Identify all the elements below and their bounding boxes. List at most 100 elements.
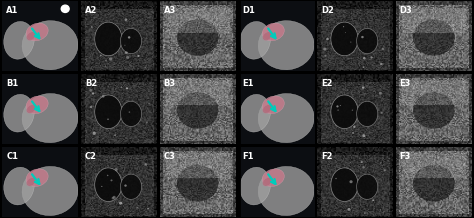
Circle shape [107, 175, 109, 176]
Circle shape [105, 60, 107, 61]
Ellipse shape [4, 167, 34, 205]
Circle shape [362, 87, 365, 89]
Circle shape [119, 202, 122, 204]
Circle shape [363, 57, 365, 60]
Circle shape [361, 36, 364, 38]
Circle shape [324, 55, 327, 57]
Ellipse shape [26, 23, 48, 41]
Circle shape [380, 163, 381, 164]
Ellipse shape [263, 178, 272, 186]
Text: C1: C1 [6, 152, 18, 161]
Circle shape [125, 51, 128, 54]
Text: F2: F2 [321, 152, 333, 161]
Text: E3: E3 [400, 79, 411, 88]
Circle shape [350, 41, 351, 43]
Circle shape [362, 166, 365, 169]
Ellipse shape [27, 32, 36, 40]
Polygon shape [51, 78, 119, 141]
Circle shape [128, 111, 130, 113]
Text: B1: B1 [6, 79, 18, 88]
Text: B3: B3 [164, 79, 176, 88]
Circle shape [128, 36, 130, 39]
Circle shape [61, 5, 69, 12]
Circle shape [141, 182, 143, 184]
Circle shape [352, 109, 353, 111]
Text: A1: A1 [6, 6, 18, 15]
Circle shape [337, 109, 339, 111]
Circle shape [380, 209, 381, 211]
Circle shape [92, 92, 94, 95]
Text: B2: B2 [85, 79, 97, 88]
Ellipse shape [27, 105, 36, 113]
Ellipse shape [262, 169, 284, 186]
Circle shape [115, 168, 118, 171]
Circle shape [335, 178, 337, 179]
Ellipse shape [356, 101, 378, 126]
Text: C2: C2 [85, 152, 97, 161]
Ellipse shape [331, 168, 358, 201]
Circle shape [379, 92, 382, 94]
Circle shape [126, 87, 128, 89]
Text: D1: D1 [242, 6, 255, 15]
Text: F3: F3 [400, 152, 411, 161]
Circle shape [109, 58, 112, 61]
Ellipse shape [331, 22, 358, 56]
Ellipse shape [331, 95, 358, 129]
Circle shape [349, 180, 353, 183]
Circle shape [124, 45, 126, 46]
Text: E2: E2 [321, 79, 333, 88]
Circle shape [89, 89, 92, 92]
Ellipse shape [262, 96, 284, 114]
Circle shape [340, 105, 341, 106]
Circle shape [362, 134, 365, 137]
Circle shape [352, 132, 354, 134]
Ellipse shape [95, 22, 122, 56]
Ellipse shape [120, 28, 142, 54]
Ellipse shape [177, 165, 219, 201]
Circle shape [124, 184, 127, 187]
Circle shape [381, 112, 383, 114]
Ellipse shape [258, 166, 314, 216]
Ellipse shape [22, 166, 78, 216]
Ellipse shape [120, 174, 142, 199]
Circle shape [91, 26, 93, 28]
Ellipse shape [240, 94, 271, 132]
Circle shape [137, 55, 139, 57]
Circle shape [100, 55, 101, 56]
Ellipse shape [263, 32, 272, 40]
Text: A2: A2 [85, 6, 97, 15]
Ellipse shape [413, 165, 455, 201]
Text: D3: D3 [400, 6, 412, 15]
Ellipse shape [356, 174, 378, 199]
Circle shape [125, 19, 127, 21]
Circle shape [101, 186, 102, 187]
Polygon shape [287, 5, 355, 68]
Ellipse shape [258, 94, 314, 143]
Text: F1: F1 [242, 152, 254, 161]
Ellipse shape [4, 94, 34, 132]
Circle shape [92, 132, 96, 135]
Ellipse shape [177, 19, 219, 56]
Ellipse shape [413, 92, 455, 129]
Circle shape [380, 63, 383, 65]
Text: C3: C3 [164, 152, 175, 161]
Circle shape [372, 199, 374, 201]
Polygon shape [287, 78, 355, 141]
Circle shape [353, 126, 356, 128]
Circle shape [380, 162, 382, 163]
Circle shape [326, 38, 329, 40]
Circle shape [105, 65, 106, 67]
Ellipse shape [95, 95, 122, 129]
Circle shape [147, 208, 149, 209]
Ellipse shape [413, 19, 455, 56]
Circle shape [112, 196, 116, 199]
Ellipse shape [240, 167, 271, 205]
Circle shape [126, 56, 129, 59]
Ellipse shape [22, 21, 78, 70]
Text: D2: D2 [321, 6, 334, 15]
Circle shape [343, 26, 344, 27]
Circle shape [382, 48, 384, 50]
Circle shape [148, 103, 150, 104]
Circle shape [350, 162, 351, 163]
Circle shape [323, 48, 327, 51]
